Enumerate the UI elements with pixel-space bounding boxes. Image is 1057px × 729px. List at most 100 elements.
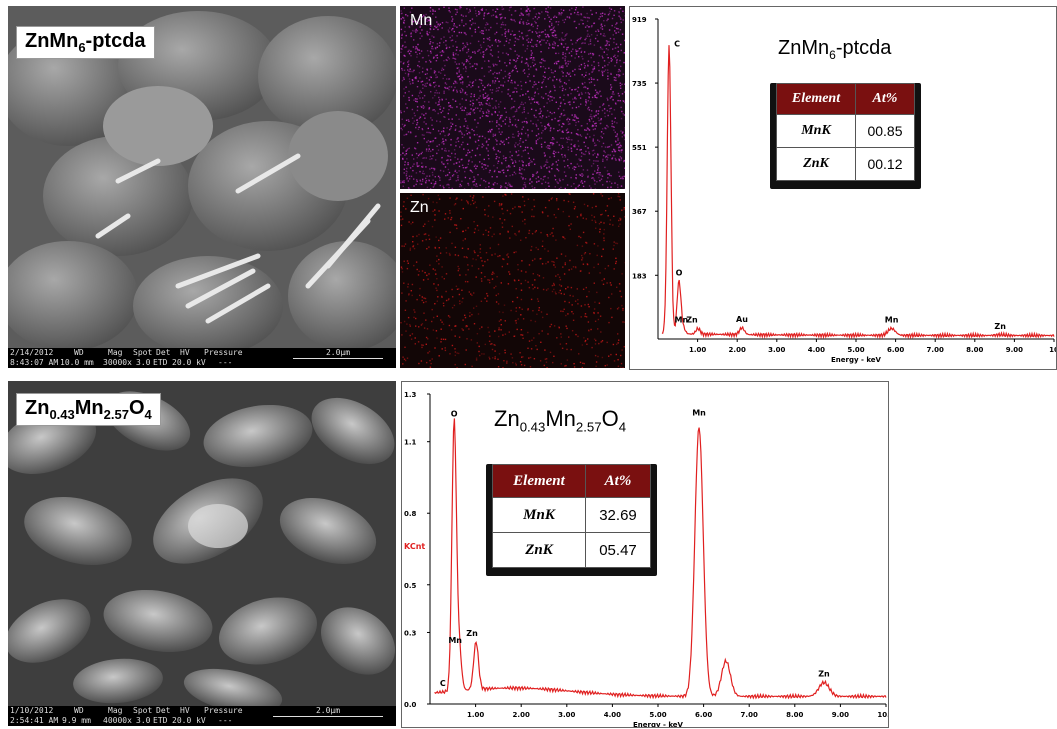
map-dot — [402, 76, 405, 79]
map-dot — [497, 51, 500, 53]
map-dot — [449, 178, 452, 180]
map-dot — [551, 197, 553, 199]
map-dot — [424, 18, 426, 20]
map-dot — [401, 268, 403, 270]
map-dot — [514, 65, 517, 67]
map-dot — [451, 106, 454, 109]
map-dot — [610, 175, 612, 177]
map-dot — [499, 40, 502, 43]
map-dot — [555, 21, 557, 23]
map-dot — [588, 151, 590, 153]
map-dot — [453, 25, 455, 27]
map-dot — [520, 364, 523, 366]
map-dot — [406, 171, 408, 173]
map-dot — [617, 147, 620, 149]
map-dot — [583, 141, 585, 144]
map-dot — [610, 96, 613, 98]
map-dot — [499, 151, 501, 153]
map-dot — [525, 139, 527, 141]
map-dot — [477, 139, 480, 142]
map-dot — [564, 154, 566, 156]
map-dot — [613, 10, 616, 12]
map-dot — [612, 343, 615, 346]
map-dot — [515, 110, 518, 112]
map-dot — [501, 34, 503, 36]
map-dot — [498, 311, 501, 313]
map-dot — [464, 32, 466, 34]
map-dot — [586, 263, 589, 266]
map-dot — [518, 133, 520, 135]
map-dot — [528, 15, 530, 17]
map-dot — [500, 125, 503, 127]
map-dot — [449, 36, 451, 39]
map-dot — [620, 49, 622, 52]
map-dot — [510, 108, 512, 110]
map-dot — [517, 318, 519, 320]
map-dot — [584, 315, 586, 318]
map-dot — [544, 60, 546, 62]
map-dot — [464, 118, 466, 120]
map-dot — [426, 18, 428, 21]
map-dot — [421, 180, 424, 182]
map-dot — [462, 81, 464, 83]
map-dot — [536, 18, 539, 20]
map-dot — [430, 84, 432, 87]
map-dot — [511, 185, 513, 188]
map-dot — [509, 156, 511, 158]
map-dot — [532, 123, 534, 125]
map-dot — [554, 89, 556, 92]
map-dot — [511, 159, 513, 161]
map-dot — [597, 110, 600, 112]
map-dot — [492, 357, 494, 359]
map-dot — [500, 13, 502, 15]
map-dot — [448, 102, 450, 104]
map-dot — [440, 328, 442, 330]
map-dot — [561, 153, 563, 156]
map-dot — [580, 213, 582, 215]
at-table-top: Element At% MnK 00.85 ZnK 00.12 — [776, 83, 915, 181]
map-dot — [452, 54, 455, 57]
sem-pressure-label: Pressure — [204, 348, 243, 357]
map-dot — [470, 93, 473, 95]
map-dot — [497, 243, 500, 246]
map-dot — [476, 342, 478, 344]
map-dot — [596, 181, 598, 183]
map-dot — [560, 113, 562, 116]
map-dot — [452, 98, 454, 101]
map-dot — [421, 134, 424, 136]
map-dot — [565, 314, 567, 317]
map-dot — [532, 59, 534, 61]
map-dot — [479, 52, 482, 54]
map-dot — [504, 75, 507, 78]
map-dot — [525, 237, 527, 239]
map-dot — [454, 129, 457, 131]
map-dot — [546, 234, 548, 236]
map-dot — [490, 53, 492, 56]
map-dot — [452, 52, 455, 54]
map-dot — [559, 119, 561, 122]
map-dot — [542, 65, 545, 68]
map-dot — [485, 252, 488, 254]
map-dot — [515, 126, 518, 128]
map-dot — [612, 248, 614, 250]
map-dot — [495, 39, 497, 41]
map-dot — [583, 253, 586, 255]
map-dot — [514, 173, 517, 175]
map-dot — [478, 144, 480, 147]
map-dot — [569, 138, 571, 141]
map-dot — [623, 100, 625, 102]
map-dot — [462, 68, 465, 70]
map-dot — [454, 58, 457, 60]
map-dot — [522, 178, 524, 180]
map-dot — [471, 18, 474, 20]
map-dot — [446, 159, 448, 162]
map-dot — [475, 183, 478, 185]
map-dot — [591, 52, 594, 55]
map-dot — [558, 65, 561, 67]
map-dot — [465, 33, 467, 36]
map-dot — [588, 185, 591, 187]
map-dot — [562, 9, 565, 12]
map-dot — [581, 125, 583, 127]
map-dot — [574, 88, 576, 91]
map-dot — [544, 67, 547, 70]
